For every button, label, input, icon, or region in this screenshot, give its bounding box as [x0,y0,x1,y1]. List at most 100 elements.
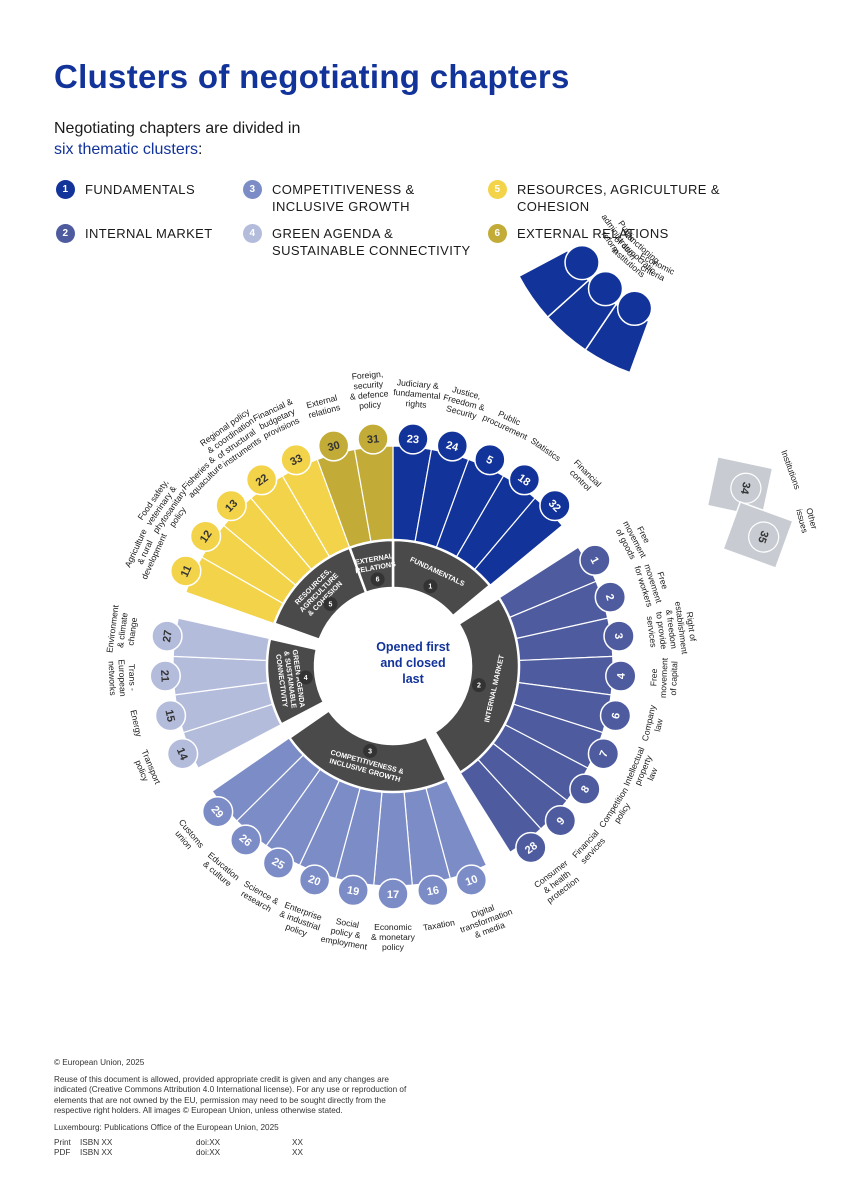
chapter-number: 14 [174,746,190,763]
chapter-name: Statistics [529,436,563,464]
chapter-name: Right ofestablishment& freedomto provide… [643,600,700,660]
other-issues: 34 35 Institutions Otherissues [706,449,820,570]
center-label: Opened first and closed last [376,640,450,686]
chapter-number: 16 [426,884,440,898]
chapter-number: 1 [587,555,600,566]
chapter-name: Financialservices [570,828,608,867]
chapter-name: Financial &budgetaryprovisions [252,396,303,441]
cluster-number: 6 [376,577,380,584]
isbn-doi: doi:XX [196,1148,221,1158]
chapter-number: 25 [270,856,287,873]
chapter-number: 2 [603,593,616,602]
chapter-badge [515,831,547,864]
legend-label: RESOURCES, AGRICULTURE & COHESION [517,182,720,214]
chapter-number: 28 [523,840,540,857]
cluster-number: 2 [477,682,481,689]
chapter-number: 17 [387,889,399,901]
legend-label: INTERNAL MARKET [85,226,213,241]
chapter-badge [262,847,295,879]
chapter-name: Intellectualpropertylaw [622,746,666,796]
chapter-name: Science &research [237,879,281,916]
chapter-name: Socialpolicy &employment [320,914,372,952]
chapter-number: 3 [612,632,625,640]
legend-item-external-relations: 6 EXTERNAL RELATIONS [488,224,669,243]
chapter-number: 23 [406,433,419,446]
chapter-number: 12 [198,528,215,545]
chapter-name: Taxation [422,917,455,932]
chapter-number: 11 [179,564,195,580]
chapter-badge [337,874,369,907]
chapter-number: 8 [579,784,592,796]
fundamentals-extra-bump [587,270,624,307]
chapter-badge [539,489,571,522]
chapter-name: Externalrelations [305,393,342,421]
chapter-number: 6 [610,712,623,721]
cluster-number-badge [363,743,378,758]
chapter-badge [201,795,234,828]
legend-item-internal-market: 2 INTERNAL MARKET [56,224,213,243]
page-title: Clusters of negotiating chapters [54,58,570,95]
isbn-catalogue: XX [292,1148,303,1158]
legend-label: FUNDAMENTALS [85,182,196,197]
chapter-badge [151,620,183,652]
chapter-name: Economic & monetary policy [371,922,416,952]
chapter-number: 10 [464,873,480,888]
cluster-number-badge [471,678,486,693]
chapter-number: 18 [515,472,532,489]
footer-reuse-notice: Reuse of this document is allowed, provi… [54,1074,407,1116]
subtitle-line: Negotiating chapters are divided in [54,120,301,137]
cluster-number: 3 [368,748,372,755]
chapter-number: 31 [366,433,379,446]
legend-item-competitiveness: 3 COMPETITIVENESS & INCLUSIVE GROWTH [243,180,415,215]
chapter-badge [599,699,632,732]
cluster-number-badge [323,597,338,612]
cluster-ring-segment [265,637,326,727]
chapter-badge [436,430,469,462]
chapter-name: Enterprise& industrialpolicy [275,899,325,942]
legend-badge: 6 [488,224,507,243]
isbn-catalogue: XX [292,1137,303,1147]
chapter-name: Customsunion [169,817,206,856]
chapter-name: Freemovementof goods [612,515,657,565]
chapter-number: 24 [445,439,461,454]
subtitle-highlight: six thematic clusters [54,141,199,158]
chapter-name: Fisheries &aquaculture [179,454,225,500]
legend-item-resources: 5 RESOURCES, AGRICULTURE & COHESION [488,180,720,215]
isbn-doi: doi:XX [196,1137,221,1147]
chapter-name: Education& culture [199,850,241,890]
chapter-name: Competitionpolicy [597,785,639,835]
cluster-number-badge [298,670,313,685]
legend-label: COMPETITIVENESS & INCLUSIVE GROWTH [272,182,415,214]
chapter-badge [397,423,429,455]
other-issues-label: Institutions [779,449,802,491]
subtitle: Negotiating chapters are divided in six … [54,118,300,160]
chapter-number: 33 [288,452,304,468]
cluster-number: 1 [428,584,432,591]
chapter-number: 4 [616,672,628,680]
legend-item-fundamentals: 1 FUNDAMENTALS [56,180,196,199]
chapter-name: Transportpolicy [130,748,163,790]
center-circle [317,590,469,742]
chapter-badge [189,520,222,552]
chapter-badge [317,430,350,462]
legend-badge: 5 [488,180,507,199]
footer-isbn-row: Print ISBN XX doi:XX XX [54,1138,414,1149]
chapter-number: 20 [306,873,322,888]
chapter-badge [357,423,389,455]
cluster-6: 30 Externalrelations 31 Foreign,security& d… [305,369,397,595]
other-issues-number: 34 [738,481,752,496]
chapter-badge [605,660,637,692]
chapter-badge [569,773,601,805]
chapter-badge [149,660,181,692]
other-issues-label: Otherissues [794,505,820,534]
chapter-name: Justice,Freedom &Security [440,383,489,423]
chapter-number: 21 [158,670,171,683]
legend-badge: 3 [243,180,262,199]
chapter-name: Consumer& healthprotection [532,858,582,906]
chapter-badge [166,737,199,770]
isbn-type: PDF [54,1148,71,1158]
chapter-badge [508,463,541,496]
footer: © European Union, 2025 Reuse of this doc… [54,1058,414,1159]
